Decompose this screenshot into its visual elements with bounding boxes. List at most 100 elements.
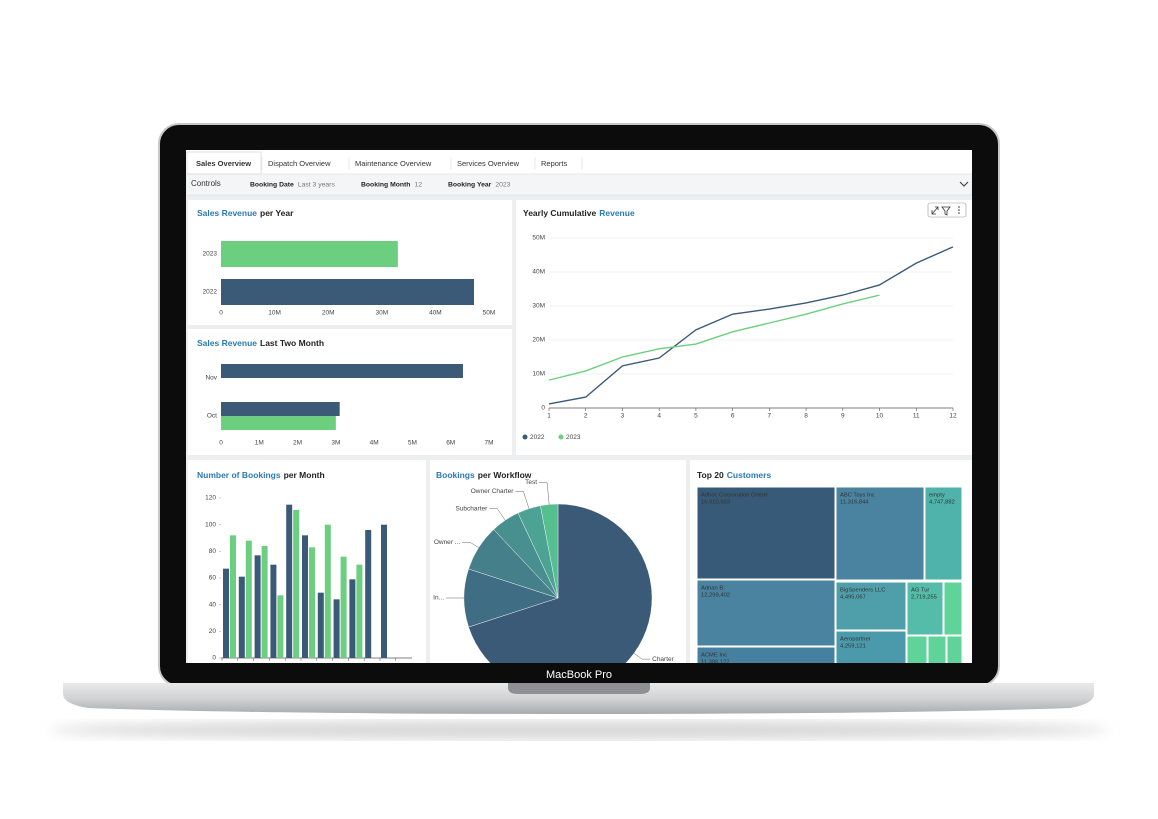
bar (302, 535, 308, 658)
x-tick-label: 6 (731, 413, 735, 420)
x-tick-label: 10 (876, 413, 884, 420)
filter-name: Booking Date (250, 181, 294, 188)
x-tick-label: 0 (219, 310, 223, 317)
treemap-cell (696, 486, 836, 580)
leader-line (462, 542, 479, 548)
x-tick-label: 3 (621, 413, 625, 420)
chart-title: Sales Revenue per Year (197, 208, 294, 218)
x-tick-label: 10M (268, 310, 281, 317)
menu-icon[interactable] (958, 212, 960, 214)
pie-label: Owner ... (434, 539, 461, 546)
bar (333, 599, 340, 658)
title-part: per Month (284, 470, 325, 480)
pie-label: Test (525, 479, 537, 486)
bar (381, 524, 387, 658)
bar (365, 530, 372, 658)
x-tick-label: 1M (255, 440, 264, 447)
title-part: per Year (260, 208, 294, 218)
bar (238, 576, 245, 658)
y-tick-label: 20M (532, 337, 545, 344)
y-tick-label: 40 (209, 601, 217, 608)
x-tick-label: 5 (694, 413, 698, 420)
leader-line (515, 491, 530, 509)
laptop-base (63, 683, 1094, 714)
toolbar (927, 202, 967, 218)
treemap-value: 4,259,121 (840, 644, 866, 650)
panel (516, 200, 972, 455)
filter-name: Booking Month (361, 181, 410, 188)
tab[interactable]: Services Overview (457, 159, 520, 168)
filter[interactable]: Booking Date Last 3 years (250, 181, 335, 188)
filter-value: Last 3 years (298, 181, 336, 188)
bar (245, 540, 252, 658)
x-tick-label: 6M (446, 440, 455, 447)
legend-label: 2023 (566, 434, 581, 441)
x-tick-label: 30M (375, 310, 388, 317)
title-part: Revenue (599, 208, 635, 218)
notch (508, 683, 650, 694)
pie-label: In... (433, 595, 444, 602)
pie-label: Charter (652, 656, 675, 663)
pie-label: Subcharter (455, 505, 488, 512)
treemap-value: 2,719,255 (911, 595, 937, 601)
treemap-name: BigSpenders LLC (840, 588, 885, 594)
filter[interactable]: Booking Month 12 (361, 181, 422, 188)
tab[interactable]: Maintenance Overview (355, 159, 432, 168)
leader-line (539, 482, 550, 505)
legend-swatch (558, 434, 564, 440)
treemap-value: 4,495,067 (840, 595, 866, 601)
chart-title: Bookings per Workflow (436, 470, 532, 480)
chevron[interactable] (959, 181, 969, 187)
bar (277, 595, 284, 658)
title-part: Top 20 (697, 470, 724, 480)
x-tick-label: 7 (768, 413, 772, 420)
y-tick-label: 100 (205, 521, 216, 528)
panel (188, 329, 512, 455)
chart-title: Sales Revenue Last Two Month (197, 338, 324, 348)
treemap-name: Adhoc Corporation GmbH (701, 493, 768, 499)
treemap-name: ACME Inc (701, 653, 727, 659)
y-tick-label: 80 (209, 548, 217, 555)
treemap-cell (835, 581, 907, 631)
tab[interactable]: Reports (541, 159, 568, 168)
treemap-cell (927, 635, 947, 663)
title-part: Sales Revenue (197, 208, 257, 218)
x-tick-label: 3M (331, 440, 340, 447)
bar (223, 568, 229, 658)
expand-icon[interactable] (931, 206, 939, 215)
treemap-value: 12,299,402 (701, 593, 730, 599)
treemap-cell (946, 635, 963, 663)
bar (254, 555, 261, 658)
filter-value: 2023 (495, 181, 510, 188)
filter-value: 12 (414, 181, 422, 188)
filter-name: Booking Year (448, 181, 492, 188)
tab[interactable]: Sales Overview (196, 159, 251, 168)
title-part: per Workflow (478, 470, 532, 480)
legend-label: 2022 (530, 434, 545, 441)
tab[interactable]: Dispatch Overview (268, 159, 331, 168)
treemap-cell (696, 579, 836, 647)
x-tick-label: 9 (841, 413, 845, 420)
bar (221, 402, 340, 416)
treemap-name: AG Tur (911, 588, 929, 594)
bar (324, 524, 331, 658)
treemap-cell (835, 630, 907, 663)
active-tab (186, 151, 262, 175)
title-part: Number of Bookings (197, 470, 281, 480)
title-part: Yearly Cumulative (523, 208, 597, 218)
menu-icon[interactable] (958, 206, 960, 208)
chart-title: Top 20 Customers (697, 470, 771, 480)
menu-icon[interactable] (958, 209, 960, 211)
treemap-name: Adrian B. (701, 586, 725, 592)
filter-icon[interactable] (941, 206, 951, 216)
bar (349, 579, 356, 658)
bar (221, 241, 398, 267)
y-tick-label: 10M (532, 371, 545, 378)
y-tick-label: 60 (209, 575, 217, 582)
x-tick-label: 20M (322, 310, 335, 317)
filter[interactable]: Booking Year 2023 (448, 181, 511, 188)
x-tick-label: 50M (483, 310, 496, 317)
y-tick-label: 20 (209, 628, 217, 635)
title-part: Sales Revenue (197, 338, 257, 348)
